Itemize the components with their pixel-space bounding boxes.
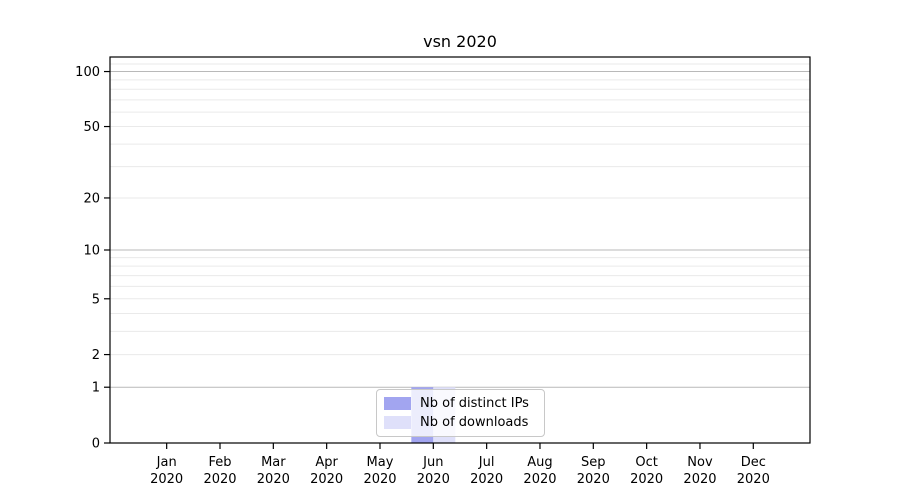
legend-label-distinct-ips: Nb of distinct IPs — [420, 396, 529, 411]
x-tick-label-year: 2020 — [523, 472, 556, 487]
x-tick-label-year: 2020 — [310, 472, 343, 487]
x-tick-label-month: May — [367, 455, 394, 470]
x-tick-label-month: Dec — [741, 455, 766, 470]
x-tick-label-year: 2020 — [683, 472, 716, 487]
legend-item-distinct-ips: Nb of distinct IPs — [384, 394, 536, 413]
x-tick-label-month: Sep — [581, 455, 606, 470]
x-tick-label-year: 2020 — [150, 472, 183, 487]
x-tick-label-year: 2020 — [737, 472, 770, 487]
x-tick-label-month: Jul — [478, 455, 495, 470]
x-tick-label-year: 2020 — [417, 472, 450, 487]
y-tick-label: 2 — [92, 348, 100, 363]
x-tick-label-year: 2020 — [203, 472, 236, 487]
x-tick-label-year: 2020 — [363, 472, 396, 487]
x-tick-label-month: Feb — [208, 455, 231, 470]
y-tick-label: 10 — [83, 244, 100, 259]
x-tick-label-year: 2020 — [257, 472, 290, 487]
legend-swatch-downloads — [384, 416, 411, 429]
x-tick-label-month: Jun — [422, 455, 443, 470]
legend-label-downloads: Nb of downloads — [420, 415, 529, 430]
y-tick-label: 50 — [83, 120, 100, 135]
y-tick-label: 0 — [92, 437, 100, 452]
x-tick-label-month: Aug — [527, 455, 552, 470]
legend: Nb of distinct IPs Nb of downloads — [376, 389, 545, 437]
y-tick-label: 100 — [75, 65, 100, 80]
x-tick-label-month: Oct — [635, 455, 657, 470]
y-tick-label: 20 — [83, 191, 100, 206]
x-tick-label-month: Mar — [261, 455, 286, 470]
x-tick-label-year: 2020 — [630, 472, 663, 487]
chart-title: vsn 2020 — [423, 32, 497, 51]
y-tick-label: 1 — [92, 381, 100, 396]
x-tick-label-year: 2020 — [577, 472, 610, 487]
legend-item-downloads: Nb of downloads — [384, 413, 536, 432]
x-tick-label-year: 2020 — [470, 472, 503, 487]
x-tick-label-month: Nov — [687, 455, 713, 470]
legend-swatch-distinct-ips — [384, 397, 411, 410]
y-tick-label: 5 — [92, 292, 100, 307]
x-tick-label-month: Apr — [315, 455, 338, 470]
x-tick-label-month: Jan — [156, 455, 177, 470]
